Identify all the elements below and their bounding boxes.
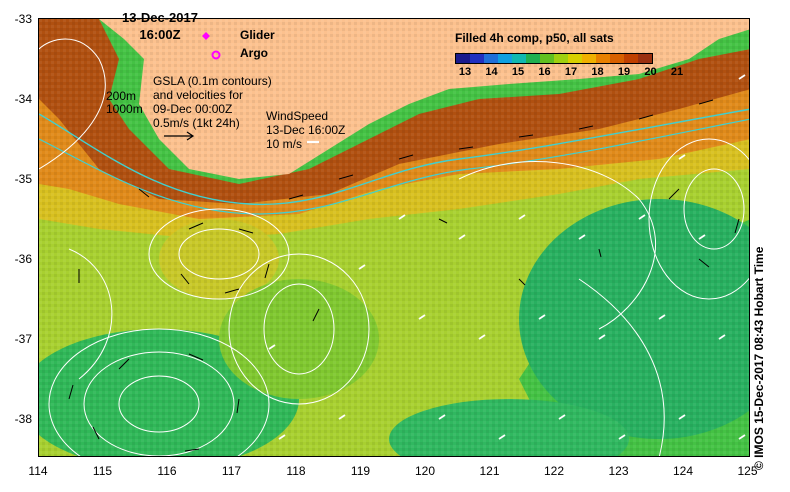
contour-1000-label: 1000m [106,102,143,116]
colorbar-tick-label: 20 [644,66,657,78]
gsla-line3: 09-Dec 00:00Z [153,102,233,116]
wind-line1: WindSpeed [266,109,329,123]
sst-map-canvas [39,19,749,456]
x-tick-label: 121 [479,464,500,478]
isobath-200m [39,108,749,206]
colorbar-tick-label: 21 [670,66,684,78]
map-date: 13-Dec-2017 [122,10,198,25]
gsla-line4: 0.5m/s (1kt 24h) [153,116,240,130]
colorbar-segment [540,54,554,63]
gsla-contours [39,38,749,456]
colorbar-segment [526,54,540,63]
x-tick-label: 122 [543,464,565,478]
gsla-line1: GSLA (0.1m contours) [153,74,272,88]
colorbar-segment [512,54,526,63]
colorbar-segment [610,54,624,63]
colorbar-tick-label: 19 [617,66,631,78]
wind-line2: 13-Dec 16:00Z [266,123,346,137]
isobath-1000m [39,118,749,215]
y-tick-label: -34 [14,92,32,106]
sst-map[interactable] [38,18,750,457]
x-tick-label: 119 [350,464,371,478]
x-tick-label: 118 [286,464,306,478]
credit-text: © IMOS 15-Dec-2017 08:43 Hobart Time [752,246,766,470]
x-tick-label: 123 [608,464,629,478]
argo-legend-label: Argo [240,46,268,60]
colorbar-title: Filled 4h comp, p50, all sats [455,31,614,45]
velocity-arrows [68,99,740,452]
y-tick-label: -37 [14,332,32,346]
gsla-scale-arrow [164,131,195,141]
colorbar-segment [596,54,610,63]
x-tick-label: 120 [414,464,436,478]
sst-colorbar [455,53,653,64]
colorbar-segment [456,54,470,63]
x-tick-label: 125 [737,464,758,478]
colorbar-tick-label: 17 [564,66,578,78]
colorbar-segment [554,54,568,63]
colorbar-tick-label: 14 [485,66,498,78]
y-tick-label: -33 [14,12,32,26]
colorbar-tick-label: 13 [458,66,472,78]
colorbar-tick-label: 18 [591,66,604,78]
colorbar-segment [624,54,638,63]
x-tick-label: 116 [157,464,177,478]
colorbar-segment [470,54,484,63]
colorbar-segment [498,54,512,63]
wind-line3: 10 m/s [266,137,303,151]
colorbar-tick-label: 15 [511,66,525,78]
colorbar-segment [638,54,652,63]
x-tick-label: 124 [672,464,694,478]
argo-marker[interactable] [211,50,221,60]
colorbar-segment [568,54,582,63]
colorbar-segment [484,54,498,63]
gsla-line2: and velocities for [153,88,244,102]
x-tick-label: 117 [221,464,242,478]
x-tick-label: 115 [92,464,113,478]
glider-marker[interactable] [202,32,210,40]
wind-arrows [268,74,746,440]
y-tick-label: -35 [14,172,32,186]
map-time: 16:00Z [139,27,181,42]
glider-legend-label: Glider [240,28,275,42]
y-tick-label: -38 [14,412,32,426]
x-tick-label: 114 [28,464,48,478]
colorbar-segment [582,54,596,63]
y-tick-label: -36 [14,252,32,266]
colorbar-tick-label: 16 [538,66,551,78]
contour-200-label: 200m [106,89,137,103]
